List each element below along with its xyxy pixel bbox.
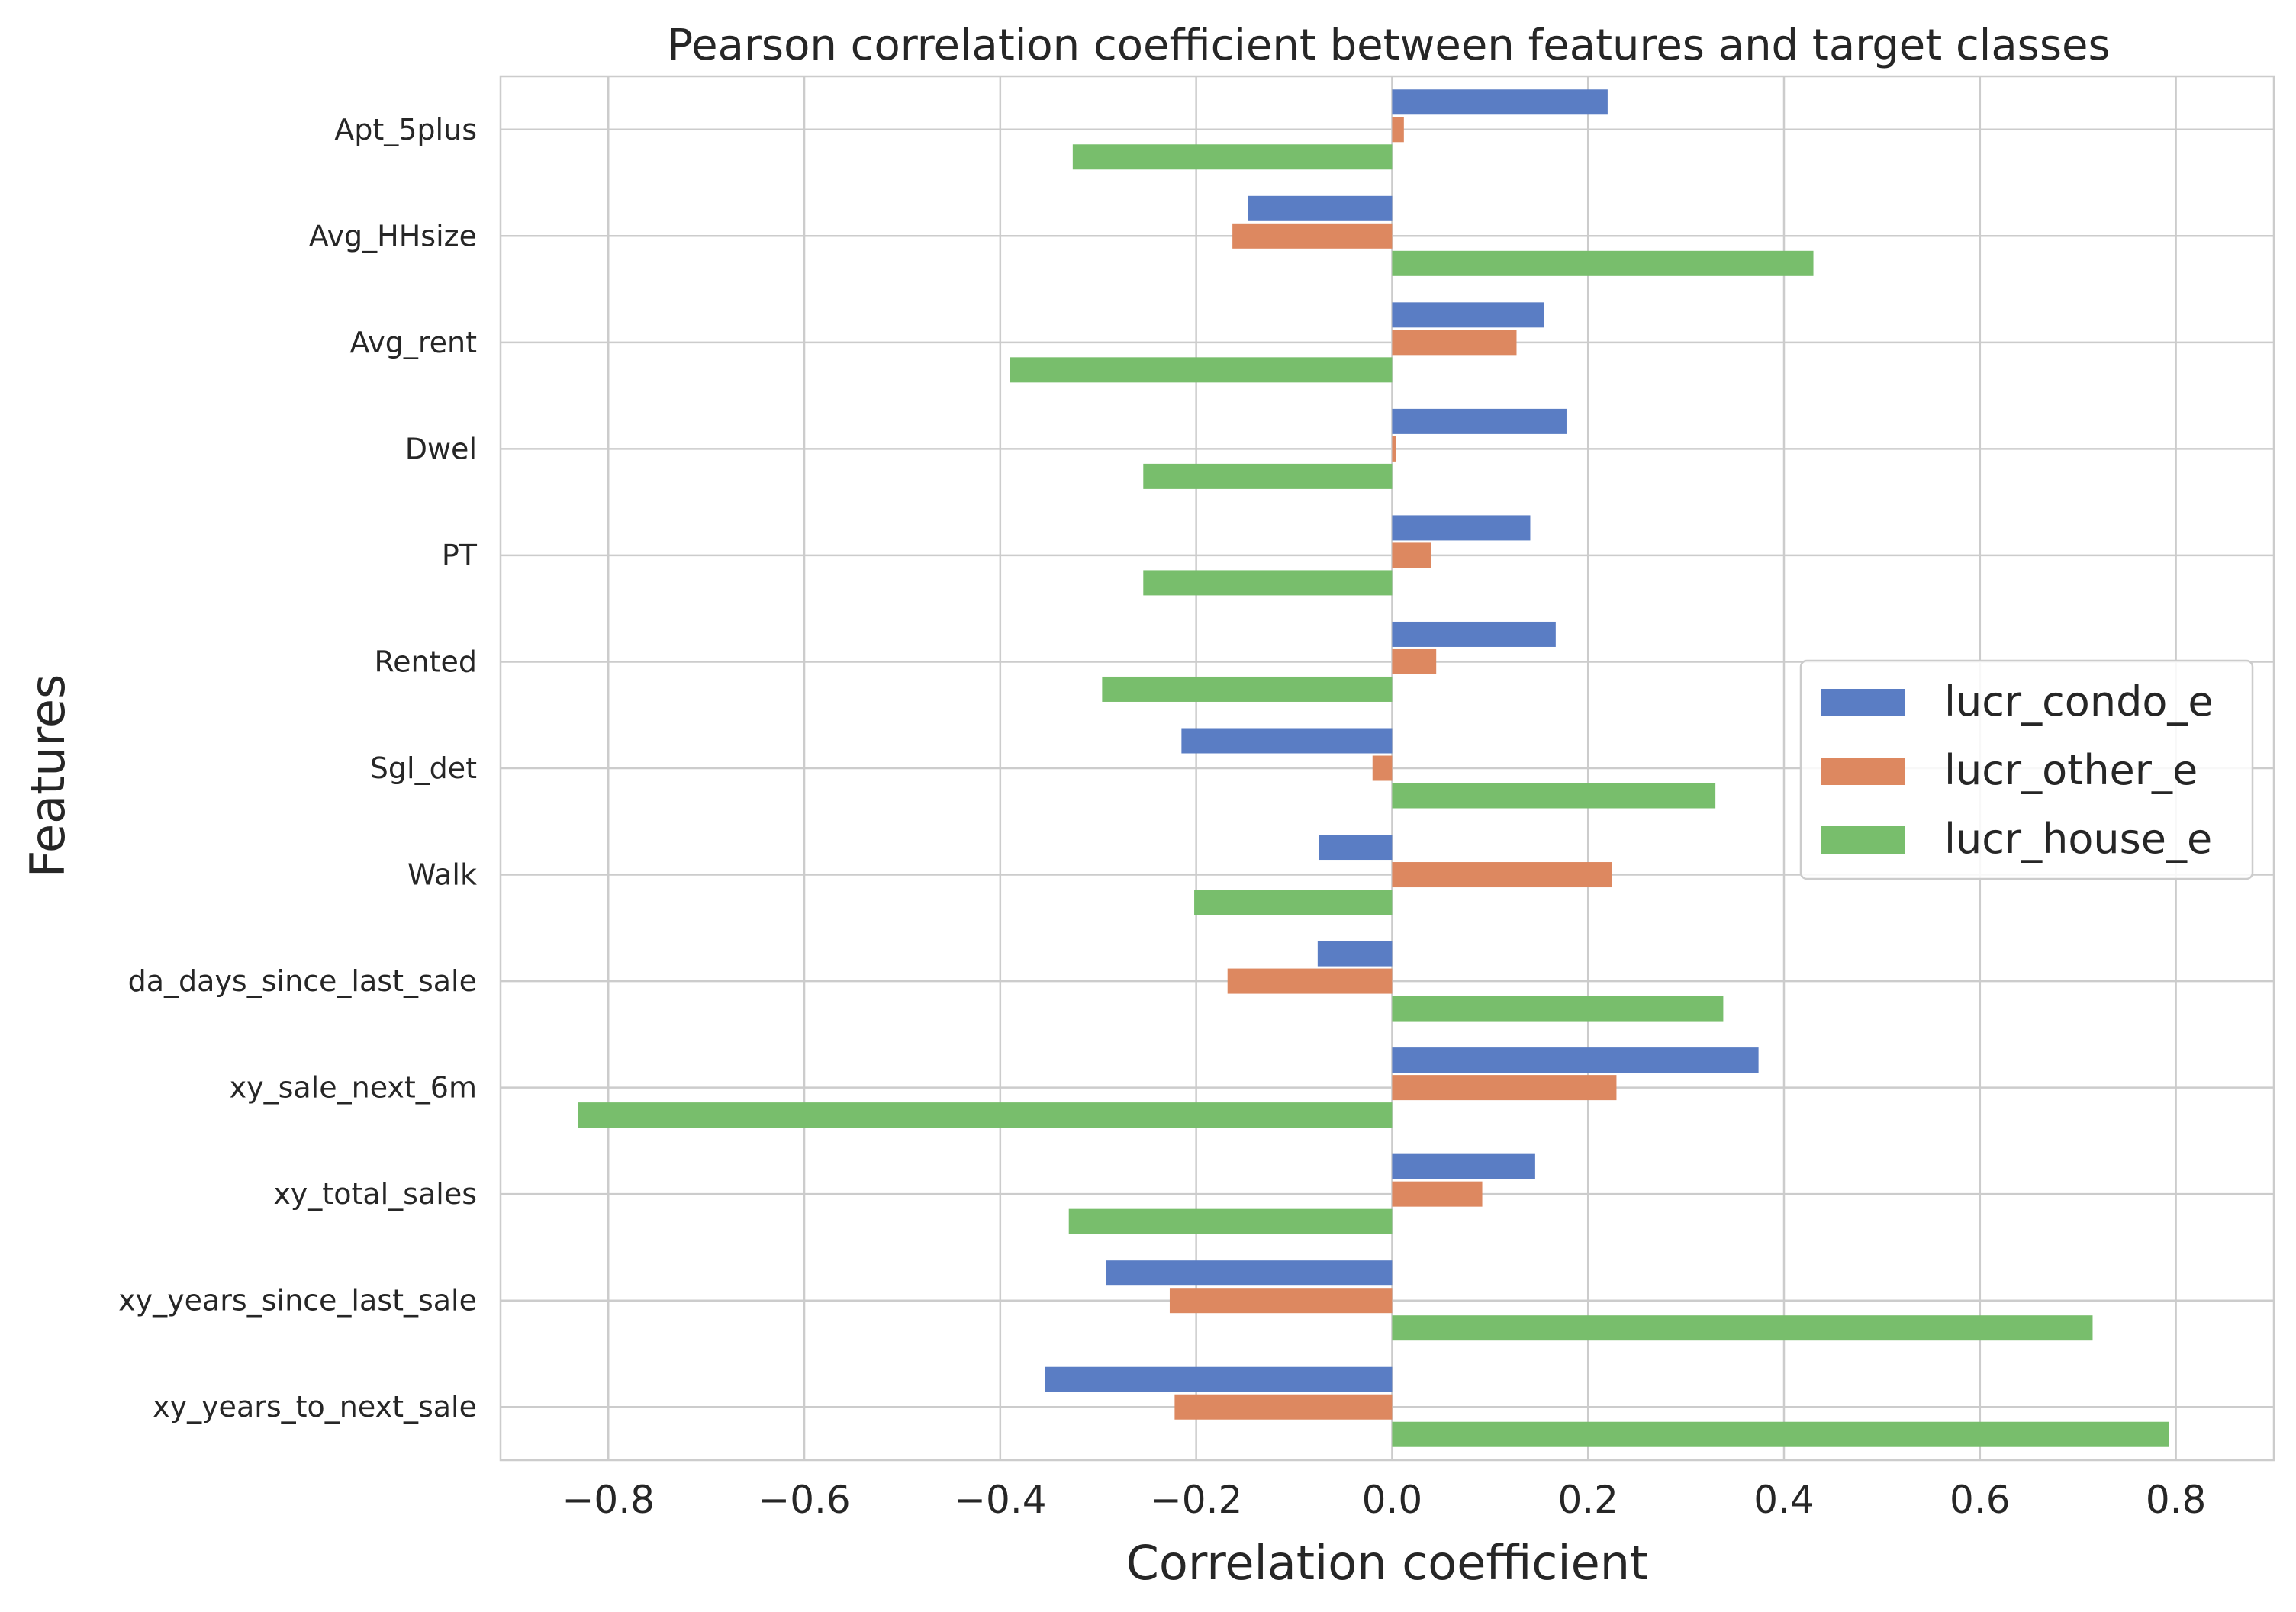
bar-lucr_house_e [1068,1208,1393,1234]
bar-lucr_house_e [1143,570,1393,596]
bar-lucr_other_e [1392,436,1396,462]
bar-lucr_other_e [1227,968,1393,994]
bar-lucr_house_e [1072,144,1393,170]
y-tick-label: xy_years_since_last_sale [118,1284,477,1318]
bar-lucr_other_e [1232,223,1393,249]
bar-lucr_house_e [1194,890,1393,915]
bar-lucr_condo_e [1319,835,1393,861]
plot-frame [499,75,2275,1462]
bar-lucr_other_e [1174,1394,1393,1420]
bar-lucr_condo_e [1392,89,1608,115]
y-tick-labels: Apt_5plus Avg_HHsize Avg_rent Dwel PT Rented S… [118,113,478,1424]
x-tick-label: 0.4 [1753,1478,1815,1522]
bar-lucr_other_e [1372,755,1393,781]
bar-lucr_other_e [1392,330,1517,356]
legend-label: lucr_other_e [1944,746,2198,794]
x-tick-label: −0.6 [758,1478,850,1522]
bar-lucr_condo_e [1392,621,1556,647]
bar-lucr_other_e [1392,862,1612,888]
x-tick-labels: −0.8 −0.6 −0.4 −0.2 0.0 0.2 0.4 0.6 0.8 [562,1478,2207,1522]
bar-lucr_condo_e [1392,515,1531,541]
bar-lucr_house_e [578,1102,1393,1128]
y-tick-label: da_days_since_last_sale [128,964,477,998]
x-axis-label: Correlation coefficient [1126,1535,1649,1591]
y-tick-label: Rented [374,645,477,678]
y-tick-label: Avg_HHsize [309,219,477,253]
x-tick-label: 0.2 [1557,1478,1618,1522]
bar-lucr_house_e [1010,357,1393,383]
y-tick-label: Walk [407,858,477,892]
y-axis-label: Features [20,674,76,878]
bar-lucr_condo_e [1392,1153,1535,1179]
bar-lucr_other_e [1392,1075,1617,1101]
bar-lucr_house_e [1102,676,1393,702]
bar-lucr_house_e [1392,1315,2093,1341]
x-tick-label: −0.8 [562,1478,655,1522]
bar-lucr_condo_e [1181,728,1393,754]
x-tick-label: 0.8 [2146,1478,2207,1522]
bar-lucr_condo_e [1392,1047,1759,1073]
x-tick-label: −0.4 [954,1478,1046,1522]
bar-lucr_other_e [1392,1181,1483,1207]
bar-lucr_other_e [1169,1288,1393,1314]
y-tick-label: xy_sale_next_6m [230,1071,477,1105]
bars [578,89,2169,1447]
y-tick-label: xy_total_sales [273,1177,477,1211]
y-tick-label: Sgl_det [370,751,477,785]
bar-lucr_condo_e [1045,1366,1393,1392]
bar-lucr_house_e [1392,783,1716,809]
legend-frame [1799,659,2254,880]
legend-swatch [1821,826,1905,854]
legend-label: lucr_house_e [1944,815,2212,863]
x-tick-label: 0.6 [1950,1478,2011,1522]
y-tick-label: Apt_5plus [334,113,477,146]
y-tick-label: PT [442,539,478,572]
x-tick-label: 0.0 [1362,1478,1423,1522]
y-tick-label: Avg_rent [349,326,477,359]
bar-lucr_other_e [1392,648,1437,674]
y-tick-label: Dwel [405,432,477,465]
legend-swatch [1821,758,1905,785]
bar-lucr_other_e [1392,117,1404,143]
legend: lucr_condo_e lucr_other_e lucr_house_e [1799,659,2254,880]
bar-lucr_house_e [1143,463,1393,489]
bar-lucr_house_e [1392,250,1814,276]
bar-lucr_house_e [1392,996,1724,1022]
chart-title: Pearson correlation coefficient between … [667,21,2110,70]
bar-lucr_other_e [1392,542,1431,568]
bar-lucr_house_e [1392,1421,2169,1447]
bar-lucr_condo_e [1106,1260,1393,1286]
y-tick-label: xy_years_to_next_sale [153,1390,477,1424]
legend-label: lucr_condo_e [1944,677,2214,726]
x-tick-label: −0.2 [1150,1478,1242,1522]
bar-lucr_condo_e [1392,408,1567,434]
legend-swatch [1821,689,1905,716]
bar-lucr_condo_e [1392,302,1544,328]
bar-lucr_condo_e [1248,195,1393,221]
bar-lucr_condo_e [1317,941,1393,967]
